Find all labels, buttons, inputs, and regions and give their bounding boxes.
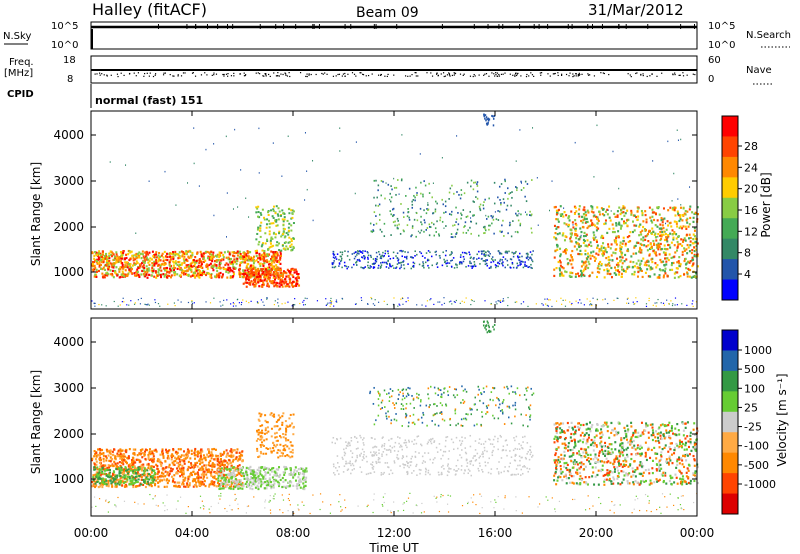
velocity-yticks (91, 341, 697, 480)
x-axis-label: Time UT (368, 541, 419, 554)
date-title: 31/Mar/2012 (588, 1, 684, 19)
velocity-cbar-segment (722, 370, 738, 392)
velocity-cbar-label: Velocity [m s⁻¹] (775, 373, 789, 466)
velocity-cbar-segment (722, 350, 738, 372)
power-ylabel: Slant Range [km] (29, 162, 43, 266)
nsky-data (91, 24, 697, 49)
x-axis-ticks: 00:00 04:00 08:00 12:00 16:00 20:00 00:00 (74, 111, 715, 540)
velocity-ytick-1000: 1000 (53, 472, 84, 486)
nsky-bottom-label: 10^0 (51, 40, 78, 51)
station-title: Halley (fitACF) (92, 0, 207, 19)
x-tick-label: 20:00 (579, 526, 614, 540)
power-cbar-tick: 12 (744, 225, 758, 238)
velocity-cbar-tick: 500 (744, 363, 765, 376)
velocity-cbar-tick: 100 (744, 382, 765, 395)
nave-bottom-label: 0 (708, 74, 714, 85)
velocity-ytick-3000: 3000 (53, 381, 84, 395)
velocity-colorbar-frame (721, 329, 739, 515)
velocity-cbar-tick: -25 (744, 421, 762, 434)
velocity-ytick-2000: 2000 (53, 427, 84, 441)
power-heatmap (91, 113, 699, 308)
power-cbar-label: Power [dB] (759, 172, 773, 237)
freq-label-1: Freq. (9, 57, 34, 68)
power-cbar-ticks: 28 24 20 16 12 8 4 (738, 140, 758, 281)
nave-top-label: 60 (708, 55, 721, 66)
x-tick-label: 00:00 (680, 526, 715, 540)
power-cbar-segment (722, 177, 738, 199)
power-cbar-tick: 4 (744, 268, 751, 281)
power-ytick-2000: 2000 (53, 220, 84, 234)
velocity-cbar-tick: 25 (744, 401, 758, 414)
power-ytick-3000: 3000 (53, 174, 84, 188)
velocity-cbar-segment (722, 411, 738, 433)
power-cbar-segment (722, 136, 738, 158)
nsky-label: N.Sky (3, 31, 31, 42)
freq-label-2: [MHz] (4, 68, 33, 79)
velocity-cbar-tick: -500 (744, 459, 769, 472)
power-cbar-segment (722, 279, 738, 301)
x-tick-label: 12:00 (377, 526, 412, 540)
velocity-cbar-segment (722, 432, 738, 454)
velocity-colorbar (722, 330, 738, 515)
velocity-cbar-segment (722, 493, 738, 515)
x-tick-label: 08:00 (276, 526, 311, 540)
nave-label: Nave (746, 65, 772, 76)
velocity-cbar-segment (722, 452, 738, 474)
power-panel-frame (90, 110, 698, 310)
nsearch-label: N.Search (746, 30, 791, 41)
velocity-cbar-tick: -100 (744, 440, 769, 453)
power-ytick-1000: 1000 (53, 265, 84, 279)
power-cbar-tick: 16 (744, 204, 758, 217)
velocity-cbar-segment (722, 391, 738, 413)
power-cbar-segment (722, 259, 738, 281)
power-cbar-segment (722, 116, 738, 137)
velocity-panel-frame (90, 317, 698, 517)
velocity-cbar-tick: 1000 (744, 344, 772, 357)
power-ytick-4000: 4000 (53, 128, 84, 142)
velocity-heatmap (91, 320, 699, 515)
freq-data (91, 69, 697, 78)
velocity-cbar-tick: -1000 (744, 478, 776, 491)
x-tick-label: 00:00 (74, 526, 109, 540)
power-cbar-tick: 8 (744, 247, 751, 260)
power-cbar-segment (722, 197, 738, 219)
power-cbar-tick: 20 (744, 183, 758, 196)
x-tick-label: 04:00 (175, 526, 210, 540)
x-tick-label: 16:00 (478, 526, 513, 540)
nsearch-top-label: 10^5 (708, 21, 735, 32)
beam-title: Beam 09 (356, 5, 419, 21)
power-cbar-segment (722, 238, 738, 260)
cpid-label: CPID (7, 89, 34, 100)
power-colorbar (722, 116, 738, 301)
power-cbar-segment (722, 156, 738, 178)
power-cbar-segment (722, 218, 738, 240)
velocity-cbar-ticks: 1000 500 100 25 -25 -100 -500 -1000 (738, 344, 776, 491)
cpid-value: normal (fast) 151 (95, 94, 203, 107)
velocity-ylabel: Slant Range [km] (29, 370, 43, 474)
freq-top-label: 18 (63, 55, 76, 66)
power-colorbar-frame (721, 115, 739, 301)
nsearch-bottom-label: 10^0 (708, 40, 735, 51)
power-cbar-tick: 28 (744, 140, 758, 153)
nsky-top-label: 10^5 (51, 21, 78, 32)
velocity-cbar-segment (722, 473, 738, 495)
freq-bottom-label: 8 (67, 74, 73, 85)
velocity-ytick-4000: 4000 (53, 335, 84, 349)
power-cbar-tick: 24 (744, 161, 758, 174)
velocity-cbar-segment (722, 330, 738, 351)
power-yticks (91, 134, 697, 273)
